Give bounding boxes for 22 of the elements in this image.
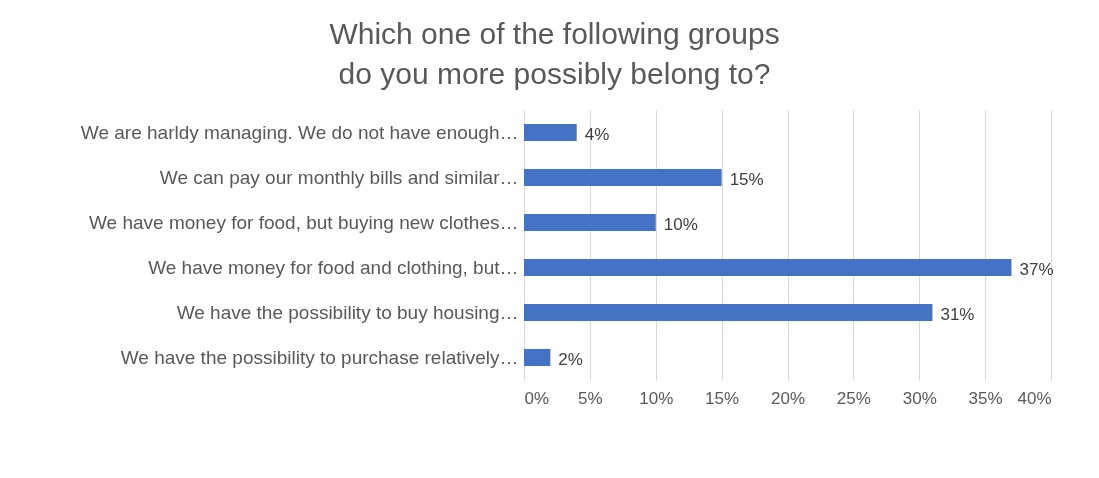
data-label: 4% xyxy=(584,124,610,144)
y-tick-label: We have money for food and clothing, but… xyxy=(148,256,519,278)
x-tick-label: 30% xyxy=(902,388,937,408)
data-label: 37% xyxy=(1019,259,1054,279)
y-tick-label: We can pay our monthly bills and similar… xyxy=(159,166,519,188)
y-tick-label: We have money for food, but buying new clothes… xyxy=(88,211,519,233)
x-tick-label: 25% xyxy=(836,388,871,408)
x-tick-label: 5% xyxy=(578,388,603,408)
x-tick-label: 10% xyxy=(639,388,674,408)
data-label: 10% xyxy=(663,214,698,234)
data-label: 15% xyxy=(729,169,764,189)
x-tick-label: 0% xyxy=(524,388,550,408)
data-label: 31% xyxy=(940,304,975,324)
x-tick-label: 20% xyxy=(770,388,806,408)
x-tick-label: 15% xyxy=(705,388,740,408)
y-tick-label: We have the possibility to purchase relatively… xyxy=(120,346,519,368)
data-label: 2% xyxy=(558,349,583,369)
y-tick-label: We are harldy managing. We do not have enough… xyxy=(80,121,519,143)
x-tick-label: 35% xyxy=(968,388,1003,408)
y-tick-label: We have the possibility to buy housing… xyxy=(176,301,519,323)
chart-title: Which one of the following groups do you more possibly belong to? xyxy=(329,17,780,90)
x-tick-label: 40% xyxy=(1017,388,1052,408)
